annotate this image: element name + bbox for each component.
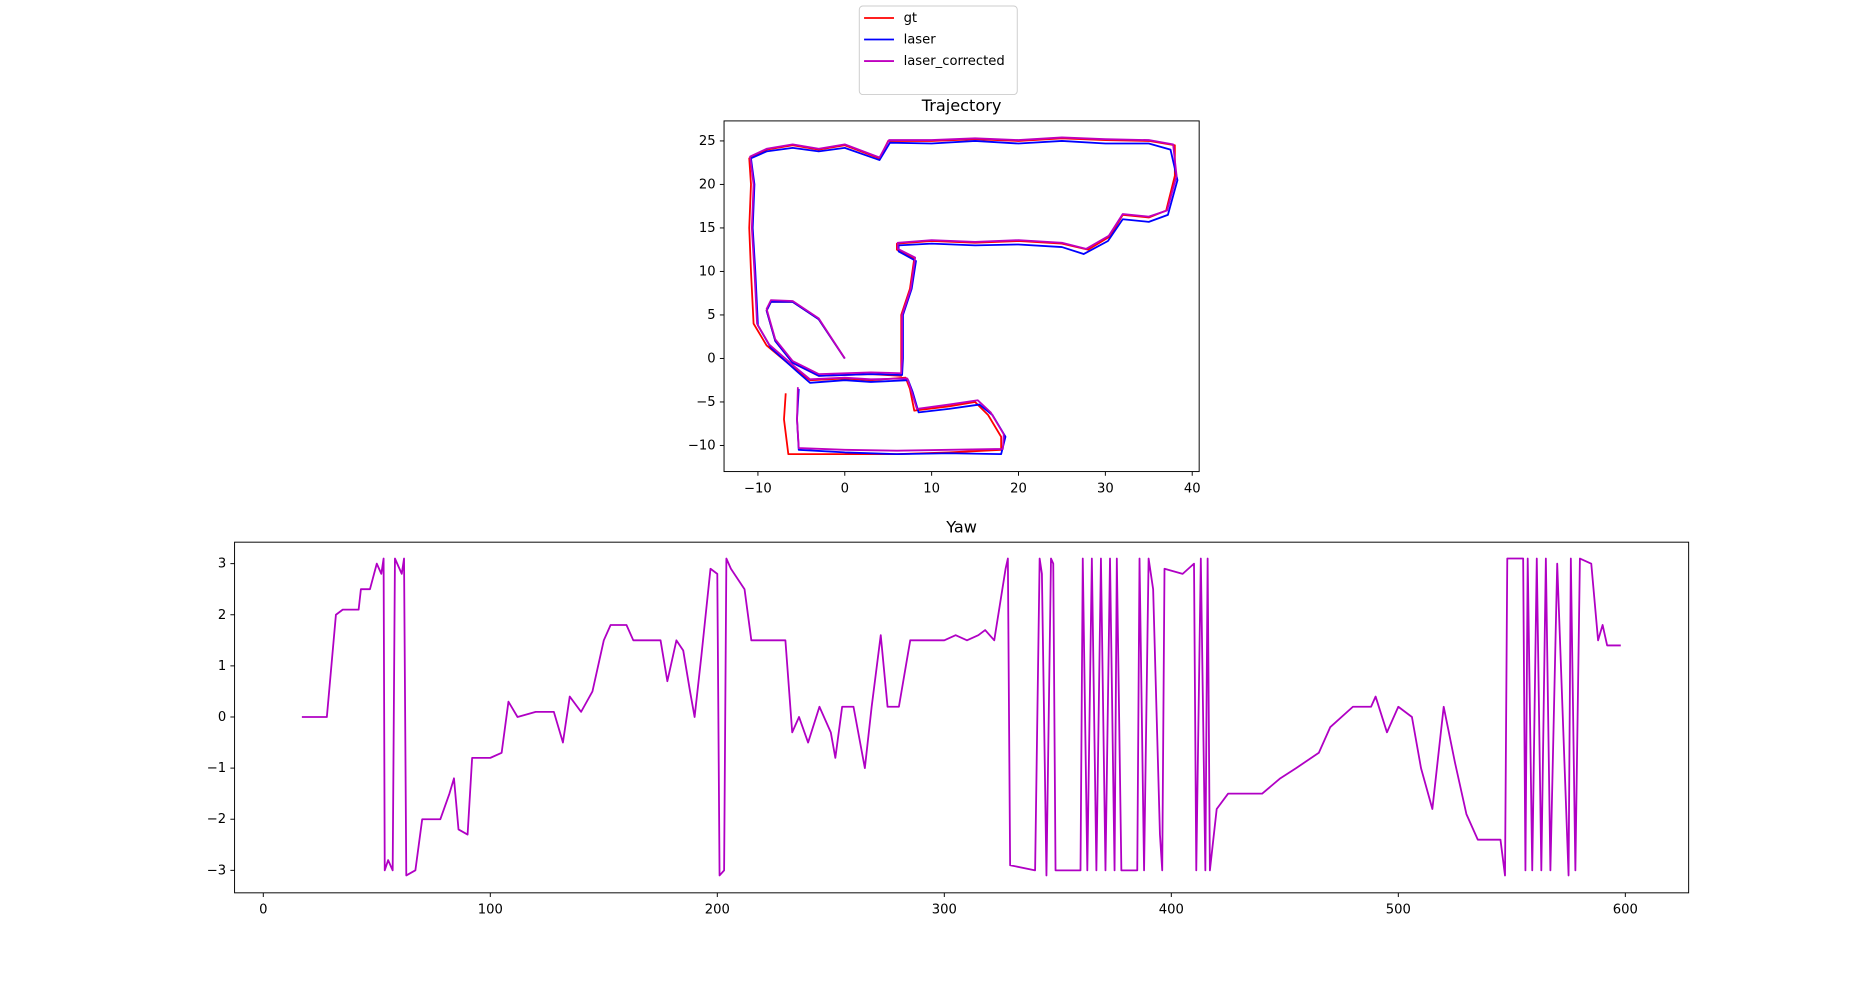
y-tick-label: −3: [207, 863, 226, 878]
y-tick-label: 20: [699, 177, 716, 192]
chart-title: Trajectory: [921, 96, 1002, 115]
x-tick-label: 0: [841, 481, 849, 496]
x-tick-label: 500: [1386, 903, 1411, 918]
data-line: [750, 140, 1179, 456]
y-tick-label: 2: [218, 608, 226, 623]
data-line: [749, 136, 1178, 452]
x-tick-label: 30: [1097, 481, 1114, 496]
y-tick-label: −10: [688, 438, 716, 453]
data-line: [301, 557, 1621, 877]
y-tick-label: −5: [696, 395, 715, 410]
y-tick-label: 3: [218, 557, 226, 572]
legend-label: laser_corrected: [904, 54, 1005, 69]
legend-label: gt: [904, 11, 918, 26]
y-tick-label: −1: [207, 761, 226, 776]
y-tick-label: 5: [707, 308, 715, 323]
legend-label: laser: [904, 33, 937, 48]
x-tick-label: 600: [1613, 903, 1638, 918]
y-tick-label: 15: [699, 221, 716, 236]
y-tick-label: 0: [218, 710, 226, 725]
x-tick-label: 100: [478, 903, 503, 918]
chart-title: Yaw: [945, 517, 977, 536]
y-tick-label: −2: [207, 812, 226, 827]
y-tick-label: 10: [699, 264, 716, 279]
x-tick-label: 400: [1159, 903, 1184, 918]
legend-box: [858, 5, 1018, 96]
x-tick-label: 20: [1010, 481, 1027, 496]
x-tick-label: 200: [705, 903, 730, 918]
x-tick-label: 40: [1184, 481, 1201, 496]
x-tick-label: 300: [932, 903, 957, 918]
y-tick-label: 25: [699, 134, 716, 149]
x-tick-label: 10: [923, 481, 940, 496]
y-tick-label: 0: [707, 351, 715, 366]
x-tick-label: 0: [259, 903, 267, 918]
axes-frame: [723, 120, 1200, 473]
y-tick-label: 1: [218, 659, 226, 674]
x-tick-label: −10: [744, 481, 772, 496]
axes-frame: [234, 541, 1690, 894]
